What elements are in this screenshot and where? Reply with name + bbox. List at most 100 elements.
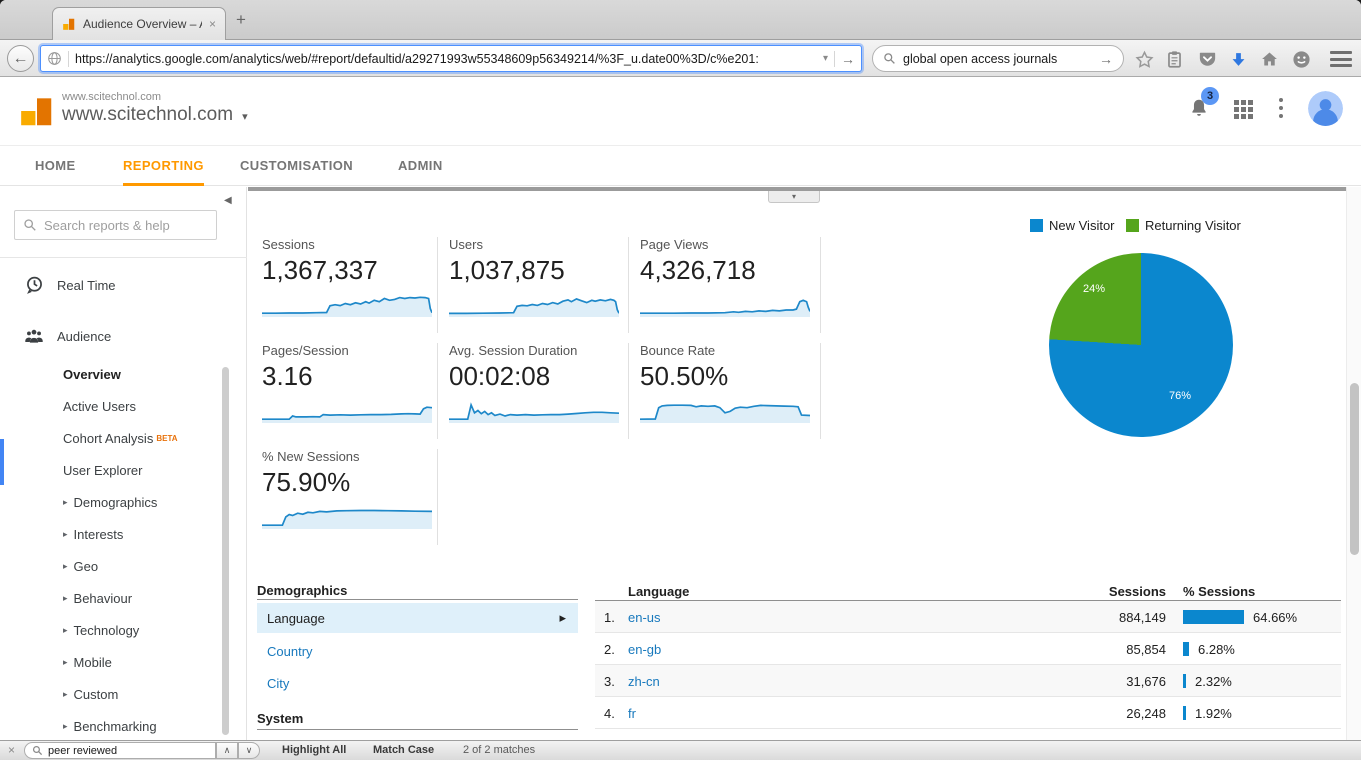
table-header-sessions[interactable]: Sessions xyxy=(1108,584,1166,599)
notifications-bell-icon[interactable] xyxy=(1188,96,1210,120)
visitor-type-pie-chart[interactable] xyxy=(1049,253,1233,437)
sidebar-search-input[interactable]: Search reports & help xyxy=(14,210,217,240)
sidebar-item-cohort-analysis[interactable]: Cohort Analysis BETA xyxy=(63,430,178,446)
divider xyxy=(628,237,629,333)
language-link[interactable]: en-us xyxy=(628,610,661,625)
legend-swatch-new-visitor xyxy=(1030,219,1043,232)
language-link[interactable]: en-gb xyxy=(628,642,662,657)
metric-card-bounce-rate: Bounce Rate 50.50% xyxy=(640,343,812,423)
table-header-pct-sessions[interactable]: % Sessions xyxy=(1183,584,1256,599)
table-header-language[interactable]: Language xyxy=(628,584,690,599)
find-input[interactable]: peer reviewed xyxy=(24,742,216,759)
browser-search[interactable]: global open access journals → xyxy=(872,45,1124,72)
highlight-all-button[interactable]: Highlight All xyxy=(282,744,347,756)
new-sessions-sparkline xyxy=(262,503,432,529)
expand-panel-tab[interactable]: ▾ xyxy=(768,191,820,203)
dimension-link-city[interactable]: City xyxy=(267,676,290,691)
page-views-sparkline xyxy=(640,291,810,317)
page-scrollbar-thumb[interactable] xyxy=(1350,383,1359,555)
dimension-item-language-selected[interactable]: Language ▸ xyxy=(257,603,578,633)
search-text[interactable]: global open access journals xyxy=(903,51,1058,66)
downloads-icon[interactable] xyxy=(1227,48,1249,70)
home-icon[interactable] xyxy=(1258,48,1280,70)
divider xyxy=(595,600,1341,601)
sidebar-item-overview[interactable]: Overview xyxy=(63,366,121,382)
tab-close-icon[interactable]: × xyxy=(208,17,216,31)
bookmark-star-icon[interactable] xyxy=(1133,48,1155,70)
divider xyxy=(820,343,821,439)
sidebar-item-mobile[interactable]: ▸ Mobile xyxy=(63,654,112,670)
sessions-value: 26,248 xyxy=(1126,706,1166,721)
collapsed-panel-bar xyxy=(248,187,1361,191)
sidebar-search-placeholder: Search reports & help xyxy=(44,217,170,233)
sidebar-item-geo[interactable]: ▸ Geo xyxy=(63,558,99,574)
url-bar[interactable]: https://analytics.google.com/analytics/w… xyxy=(40,45,862,72)
legend-label-new-visitor: New Visitor xyxy=(1049,218,1115,233)
pocket-icon[interactable] xyxy=(1196,48,1218,70)
nav-tab-admin[interactable]: ADMIN xyxy=(398,158,443,173)
nav-tab-customisation[interactable]: CUSTOMISATION xyxy=(240,158,354,173)
sessions-value: 884,149 xyxy=(1119,610,1166,625)
metric-card-sessions: Sessions 1,367,337 xyxy=(262,237,434,317)
sidebar-item-technology[interactable]: ▸ Technology xyxy=(63,622,140,638)
sidebar-item-custom[interactable]: ▸ Custom xyxy=(63,686,119,702)
nav-tab-home[interactable]: HOME xyxy=(35,158,76,173)
divider xyxy=(68,50,69,67)
sidebar-item-benchmarking[interactable]: ▸ Benchmarking xyxy=(63,718,157,734)
system-section-title: System xyxy=(257,711,304,726)
new-tab-button[interactable]: + xyxy=(236,10,246,29)
account-avatar[interactable] xyxy=(1308,91,1343,126)
sidebar-item-real-time[interactable]: Real Time xyxy=(0,265,246,305)
sessions-value: 31,676 xyxy=(1126,674,1166,689)
divider xyxy=(0,257,247,258)
language-link[interactable]: zh-cn xyxy=(628,674,660,689)
apps-grid-icon[interactable] xyxy=(1234,100,1253,119)
find-next-button[interactable]: ∨ xyxy=(238,742,260,759)
nav-tab-reporting[interactable]: REPORTING xyxy=(123,146,204,186)
sidebar-item-interests[interactable]: ▸ Interests xyxy=(63,526,124,542)
browser-tab-bar: Audience Overview – Anal... × + xyxy=(0,0,1361,40)
search-go-button[interactable]: → xyxy=(1099,50,1113,67)
real-time-clock-icon xyxy=(27,276,42,294)
reading-list-icon[interactable] xyxy=(1163,48,1185,70)
sidebar-item-audience[interactable]: Audience xyxy=(0,313,246,485)
go-button[interactable]: → xyxy=(841,50,855,67)
sidebar-collapse-icon[interactable]: ◀ xyxy=(224,195,232,206)
dimension-link-country[interactable]: Country xyxy=(267,644,313,659)
metric-card-new-sessions: % New Sessions 75.90% xyxy=(262,449,434,529)
metric-value: 4,326,718 xyxy=(640,255,756,285)
hello-chat-icon[interactable] xyxy=(1290,48,1312,70)
browser-toolbar: ← https://analytics.google.com/analytics… xyxy=(0,40,1361,77)
divider xyxy=(820,237,821,333)
find-query[interactable]: peer reviewed xyxy=(48,744,118,757)
menu-hamburger-icon[interactable] xyxy=(1330,51,1352,67)
match-case-button[interactable]: Match Case xyxy=(373,744,435,756)
sidebar-item-user-explorer[interactable]: User Explorer xyxy=(63,462,143,478)
property-caret-icon: ▾ xyxy=(242,111,248,123)
sidebar-scrollbar[interactable] xyxy=(222,367,229,735)
find-close-icon[interactable]: × xyxy=(8,743,16,757)
url-dropdown-icon[interactable]: ▾ xyxy=(822,53,828,64)
more-options-icon[interactable] xyxy=(1279,98,1283,118)
pie-slice-label-new: 76% xyxy=(1168,390,1192,402)
pct-value: 2.32% xyxy=(1195,674,1232,689)
table-row: 3. zh-cn 31,676 2.32% xyxy=(595,665,1341,697)
find-previous-button[interactable]: ∧ xyxy=(216,742,238,759)
property-selector[interactable]: www.scitechnol.com ▾ xyxy=(62,104,248,125)
url-text[interactable]: https://analytics.google.com/analytics/w… xyxy=(75,51,759,66)
expand-arrow-icon: ▸ xyxy=(63,592,68,603)
metric-label: Pages/Session xyxy=(262,343,349,358)
sidebar-item-behaviour[interactable]: ▸ Behaviour xyxy=(63,590,133,606)
back-button[interactable]: ← xyxy=(7,45,34,72)
browser-tab[interactable]: Audience Overview – Anal... × xyxy=(52,7,226,40)
expand-arrow-icon: ▸ xyxy=(63,496,68,507)
metric-card-pages-session: Pages/Session 3.16 xyxy=(262,343,434,423)
expand-arrow-icon: ▸ xyxy=(63,624,68,635)
demographics-section-title: Demographics xyxy=(257,583,348,598)
sidebar-item-active-users[interactable]: Active Users xyxy=(63,398,136,414)
divider xyxy=(257,729,578,730)
language-link[interactable]: fr xyxy=(628,706,636,721)
sidebar-item-demographics[interactable]: ▸ Demographics xyxy=(63,494,158,510)
page-scrollbar[interactable] xyxy=(1346,187,1361,740)
